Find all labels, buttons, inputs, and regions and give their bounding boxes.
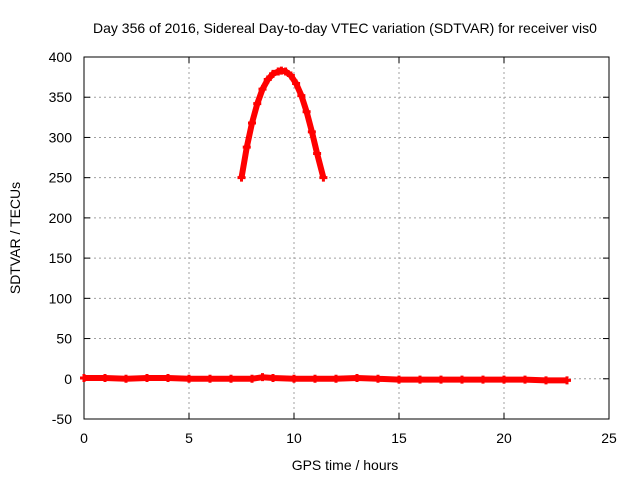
y-tick-label: 200	[49, 210, 73, 226]
data-point	[206, 374, 214, 383]
data-point	[353, 373, 361, 382]
data-point	[416, 375, 424, 384]
data-point	[297, 91, 306, 100]
data-point	[242, 143, 251, 152]
data-point	[263, 75, 272, 84]
data-point	[521, 375, 529, 384]
y-tick-label: 100	[49, 290, 73, 306]
y-tick-label: 350	[49, 89, 73, 105]
data-point	[258, 85, 267, 94]
data-point	[269, 373, 277, 382]
x-tick-label: 0	[80, 430, 88, 446]
grid	[84, 57, 609, 419]
x-tick-label: 20	[496, 430, 512, 446]
data-point	[253, 99, 262, 108]
y-tick-label: 250	[49, 170, 73, 186]
data-point	[101, 373, 109, 382]
data-point	[227, 374, 235, 383]
y-tick-label: 150	[49, 250, 73, 266]
series-layer	[80, 66, 571, 385]
data-point	[542, 376, 550, 385]
data-point	[269, 69, 277, 78]
data-point	[164, 373, 172, 382]
y-tick-label: 400	[49, 49, 73, 65]
data-point	[248, 374, 256, 383]
data-point	[143, 373, 151, 382]
y-tick-label: 50	[56, 331, 72, 347]
y-tick-label: 0	[64, 371, 72, 387]
data-point	[479, 375, 487, 384]
data-point	[332, 374, 340, 383]
data-point	[290, 374, 298, 383]
data-point	[292, 79, 301, 88]
data-point	[458, 375, 466, 384]
data-point	[319, 173, 328, 182]
data-point	[281, 67, 290, 76]
data-point	[122, 374, 130, 383]
chart-title: Day 356 of 2016, Sidereal Day-to-day VTE…	[93, 20, 597, 36]
y-tick-label: 300	[49, 129, 73, 145]
x-tick-label: 25	[601, 430, 617, 446]
data-point	[258, 373, 267, 382]
series-line-1	[84, 374, 567, 384]
data-point	[80, 373, 88, 382]
x-tick-label: 15	[391, 430, 407, 446]
data-point	[185, 374, 193, 383]
y-axis-label: SDTVAR / TECUs	[7, 182, 23, 294]
data-point	[563, 376, 571, 385]
plot-frame	[83, 56, 610, 420]
data-point	[302, 107, 311, 116]
data-point	[237, 173, 246, 182]
data-point	[374, 374, 382, 383]
y-tick-label: -50	[52, 411, 72, 427]
data-point	[395, 375, 403, 384]
data-point	[437, 375, 445, 384]
data-point	[313, 149, 322, 158]
x-tick-label: 10	[286, 430, 302, 446]
data-point	[311, 374, 319, 383]
x-axis-label: GPS time / hours	[292, 457, 399, 473]
data-point	[248, 118, 256, 127]
ticks: 0 5 10 15 20 25 -50 0 50 100 150 200 250 300 350 400	[49, 49, 617, 446]
x-tick-label: 5	[185, 430, 193, 446]
data-point	[286, 71, 295, 80]
data-point	[500, 375, 508, 384]
data-point	[307, 127, 316, 136]
